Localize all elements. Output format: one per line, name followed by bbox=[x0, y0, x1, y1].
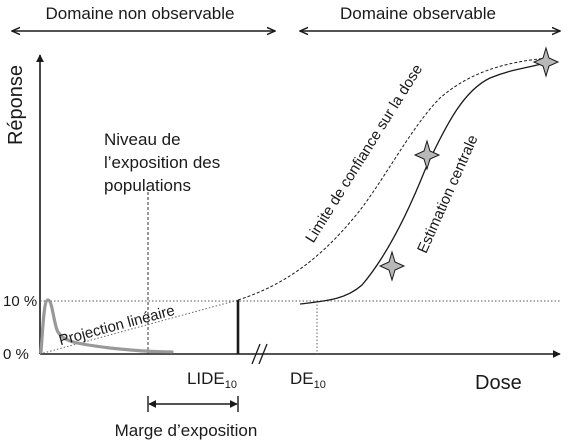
observable-domain-label: Domaine observable bbox=[340, 4, 496, 23]
margin-of-exposure-label: Marge d’exposition bbox=[115, 421, 258, 440]
de10-label-main: DE bbox=[290, 369, 314, 388]
axis-break-mark-right bbox=[258, 343, 268, 365]
exposure-level-label-line2: l’exposition des bbox=[104, 153, 220, 172]
linear-projection-line bbox=[39, 299, 239, 355]
confidence-limit-curve bbox=[237, 57, 549, 301]
population-exposure-curve bbox=[39, 298, 174, 354]
linear-projection-label: Projection linéaire bbox=[57, 302, 177, 349]
confidence-limit-label: Limite de confiance sur la dose bbox=[302, 61, 426, 245]
unobservable-domain-label: Domaine non observable bbox=[45, 4, 234, 23]
lide10-label-subscript: 10 bbox=[225, 379, 237, 391]
data-point-marker-2 bbox=[413, 139, 441, 171]
lide10-label-main: LIDE bbox=[187, 369, 225, 388]
y-tick-0-percent: 0 % bbox=[3, 346, 29, 363]
data-point-marker-3 bbox=[532, 46, 560, 78]
de10-label-subscript: 10 bbox=[314, 379, 326, 391]
de10-label: DE10 bbox=[290, 369, 326, 391]
central-estimate-curve bbox=[299, 61, 549, 305]
y-axis-label: Réponse bbox=[5, 65, 27, 145]
exposure-level-label-line3: populations bbox=[104, 176, 191, 195]
x-axis-label: Dose bbox=[475, 372, 522, 394]
lide10-label: LIDE10 bbox=[187, 369, 237, 391]
axis-break-mark-left bbox=[251, 343, 261, 365]
data-point-marker-1 bbox=[378, 250, 406, 282]
exposure-level-label-line1: Niveau de bbox=[104, 130, 181, 149]
y-tick-10-percent: 10 % bbox=[3, 293, 37, 310]
